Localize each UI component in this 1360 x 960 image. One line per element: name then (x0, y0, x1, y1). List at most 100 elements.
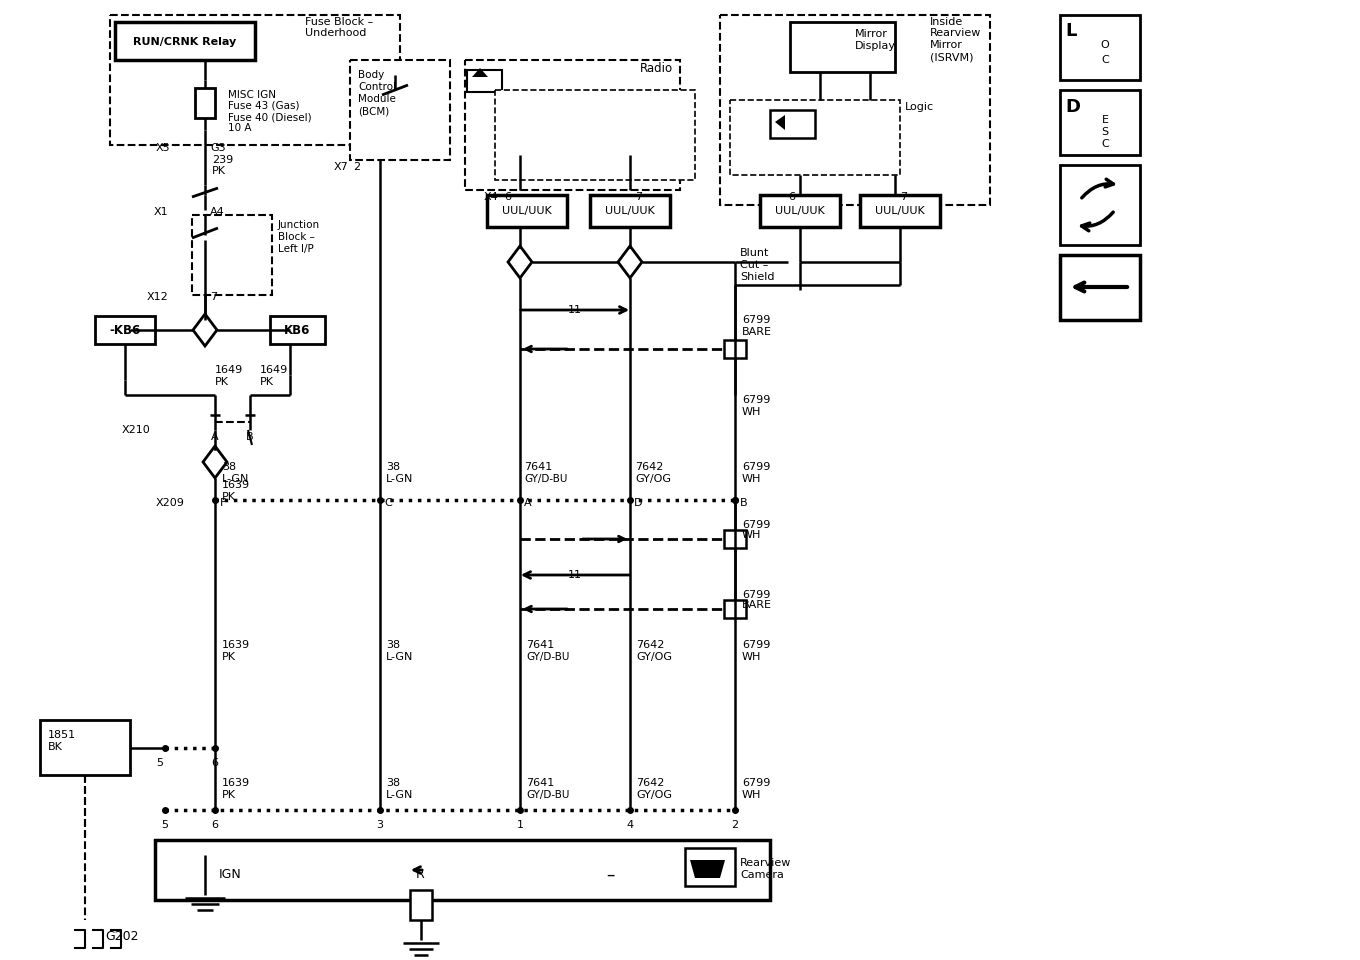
Bar (39, 720, 131, 775)
Text: GY/D-BU: GY/D-BU (524, 474, 567, 484)
Text: UUL/UUK: UUL/UUK (874, 206, 925, 216)
Text: X210: X210 (121, 425, 150, 435)
Bar (465, 60, 680, 190)
Text: KB6: KB6 (284, 324, 310, 337)
Text: 1639: 1639 (222, 480, 250, 490)
Text: X4: X4 (483, 192, 498, 202)
Text: Inside: Inside (930, 17, 963, 27)
Text: Rearview: Rearview (740, 858, 792, 868)
Text: S: S (1102, 127, 1108, 137)
Bar (719, 15, 990, 205)
Text: 1649: 1649 (215, 365, 243, 375)
Text: A: A (211, 432, 219, 442)
Text: 6799: 6799 (743, 640, 770, 650)
Text: -KB6: -KB6 (109, 324, 140, 337)
Text: A4: A4 (209, 207, 224, 217)
Text: 5: 5 (156, 758, 163, 768)
Text: MISC IGN: MISC IGN (228, 90, 276, 100)
Text: L-GN: L-GN (386, 652, 413, 662)
Text: 2: 2 (354, 162, 360, 172)
Text: 7641: 7641 (524, 462, 552, 472)
Text: Block –: Block – (277, 232, 316, 242)
Bar (495, 90, 695, 180)
Bar (466, 70, 502, 92)
Text: C: C (384, 498, 392, 508)
Text: IGN: IGN (219, 869, 241, 881)
Text: G3: G3 (209, 143, 226, 153)
Text: 1: 1 (517, 820, 524, 830)
Text: BK: BK (48, 742, 63, 752)
Text: D: D (1065, 98, 1080, 116)
Text: GY/OG: GY/OG (636, 652, 672, 662)
Text: C: C (1102, 55, 1108, 65)
Text: E: E (1102, 115, 1108, 125)
Text: L: L (1065, 22, 1076, 40)
Text: WH: WH (743, 474, 762, 484)
Text: 6799: 6799 (743, 778, 770, 788)
Bar (95, 316, 155, 344)
Bar (116, 22, 256, 60)
Text: UUL/UUK: UUL/UUK (605, 206, 656, 216)
Bar (1059, 15, 1140, 80)
Text: BARE: BARE (743, 600, 772, 610)
Text: 6799: 6799 (743, 590, 770, 600)
Bar (1059, 165, 1140, 245)
Text: 7642: 7642 (636, 778, 665, 788)
Text: 6: 6 (212, 820, 219, 830)
Text: 6799: 6799 (743, 395, 770, 405)
Text: Junction: Junction (277, 220, 320, 230)
Text: 4: 4 (627, 820, 634, 830)
Bar (760, 195, 840, 227)
Text: X5: X5 (155, 143, 170, 153)
Bar (790, 22, 895, 72)
Text: X12: X12 (147, 292, 169, 302)
Text: Shield: Shield (740, 272, 774, 282)
Bar (685, 848, 734, 886)
Text: X209: X209 (156, 498, 185, 508)
Text: (BCM): (BCM) (358, 106, 389, 116)
Text: O: O (1100, 40, 1110, 50)
Text: C: C (1102, 139, 1108, 149)
Text: PK: PK (215, 377, 228, 387)
Text: 1851: 1851 (48, 730, 76, 740)
Text: 1639: 1639 (222, 778, 250, 788)
Text: GY/D-BU: GY/D-BU (526, 790, 570, 800)
Bar (487, 195, 567, 227)
Text: Fuse Block –: Fuse Block – (305, 17, 373, 27)
Text: UUL/UUK: UUL/UUK (502, 206, 552, 216)
Bar (590, 195, 670, 227)
Bar (271, 316, 325, 344)
Text: PK: PK (222, 790, 237, 800)
Text: L-GN: L-GN (386, 790, 413, 800)
Text: 1649: 1649 (260, 365, 288, 375)
Bar (770, 110, 815, 138)
Bar (724, 530, 747, 548)
Text: 2: 2 (732, 820, 738, 830)
Text: PK: PK (222, 652, 237, 662)
Text: 11: 11 (568, 570, 582, 580)
Polygon shape (193, 314, 218, 346)
Bar (724, 600, 747, 618)
Text: Fuse 40 (Diesel): Fuse 40 (Diesel) (228, 112, 311, 122)
Text: L-GN: L-GN (222, 474, 249, 484)
Text: 6799: 6799 (743, 462, 770, 472)
Text: Logic: Logic (904, 102, 934, 112)
Text: 6: 6 (505, 192, 511, 202)
Polygon shape (509, 246, 532, 278)
Text: D: D (634, 498, 642, 508)
Text: 239: 239 (212, 155, 234, 165)
Bar (860, 195, 940, 227)
Text: PK: PK (222, 492, 237, 502)
Text: 6799: 6799 (743, 520, 770, 530)
Text: Cut –: Cut – (740, 260, 768, 270)
Text: 38: 38 (386, 778, 400, 788)
Text: 7: 7 (900, 192, 907, 202)
Text: B: B (740, 498, 748, 508)
Text: 7642: 7642 (636, 640, 665, 650)
Bar (194, 88, 215, 118)
Text: L-GN: L-GN (386, 474, 413, 484)
Text: Mirror
Display: Mirror Display (855, 29, 896, 51)
Bar (724, 340, 747, 358)
Bar (192, 215, 272, 295)
Text: 38: 38 (386, 640, 400, 650)
